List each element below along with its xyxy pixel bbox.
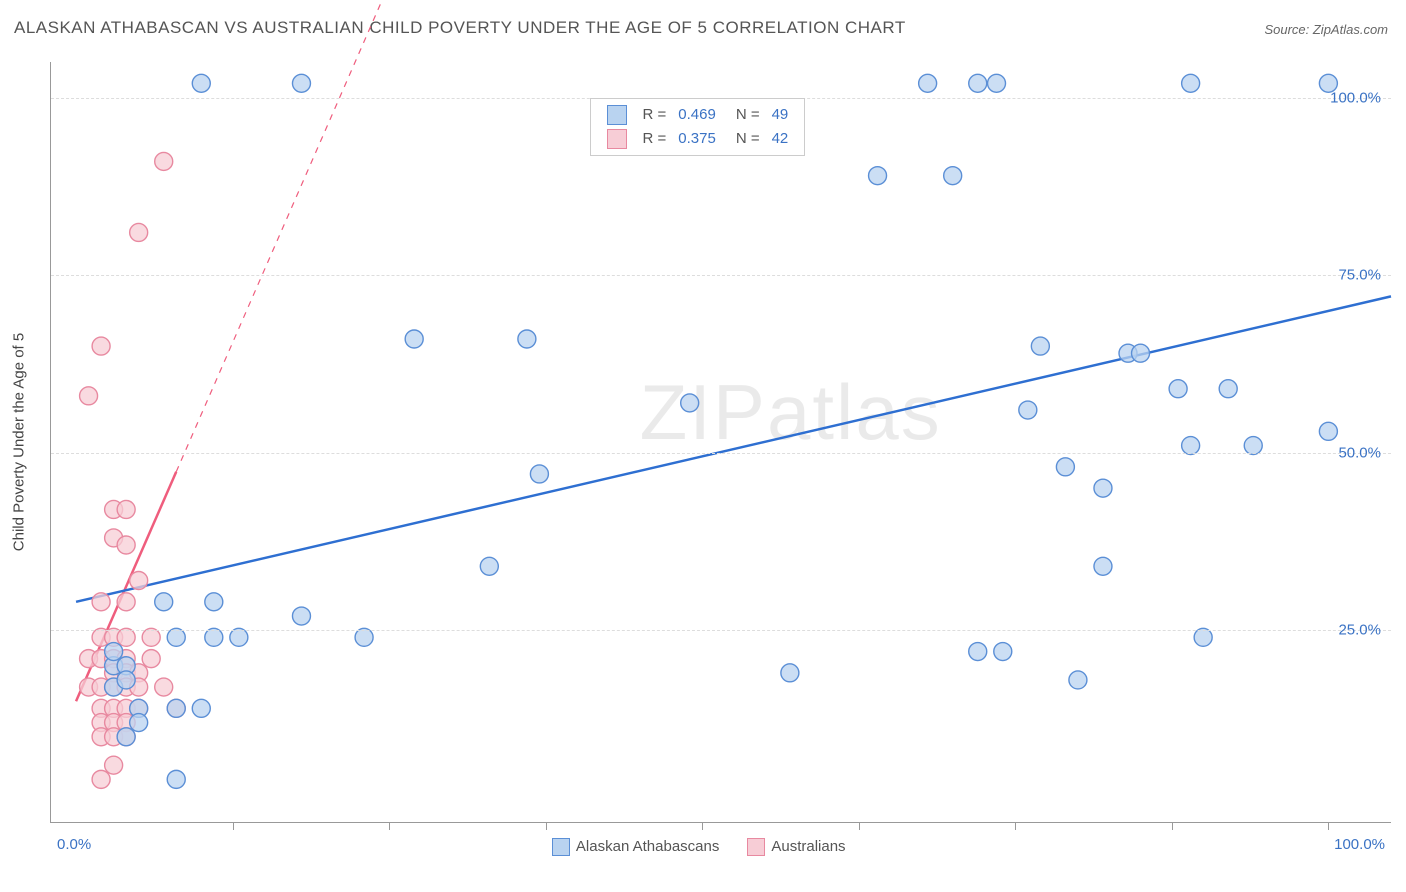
point-blue (1169, 380, 1187, 398)
legend-n-label: N = (722, 103, 766, 127)
point-blue (167, 699, 185, 717)
scatter-plot: Child Poverty Under the Age of 5 ZIPatla… (50, 62, 1391, 823)
y-tick-label: 50.0% (1338, 444, 1381, 461)
point-blue (969, 643, 987, 661)
point-blue (1019, 401, 1037, 419)
regression-line-dashed (176, 0, 401, 472)
legend-series: Alaskan Athabascans Australians (552, 838, 874, 856)
x-tick (1172, 822, 1173, 830)
x-tick (389, 822, 390, 830)
legend-item: Australians (747, 838, 845, 855)
x-tick (1328, 822, 1329, 830)
legend-stats: R =0.469N =49 R =0.375N =42 (590, 98, 806, 156)
point-blue (155, 593, 173, 611)
point-blue (205, 593, 223, 611)
point-blue (480, 557, 498, 575)
x-max-label: 100.0% (1334, 836, 1385, 853)
legend-swatch (552, 838, 570, 856)
point-pink (155, 152, 173, 170)
x-tick (233, 822, 234, 830)
point-blue (530, 465, 548, 483)
x-tick (702, 822, 703, 830)
point-blue (405, 330, 423, 348)
point-pink (92, 593, 110, 611)
point-blue (1056, 458, 1074, 476)
point-blue (1031, 337, 1049, 355)
point-pink (105, 756, 123, 774)
source-label: Source: ZipAtlas.com (1264, 22, 1388, 37)
legend-n-value: 42 (766, 127, 795, 151)
legend-swatch (607, 105, 627, 125)
point-blue (130, 714, 148, 732)
point-blue (781, 664, 799, 682)
legend-item: Alaskan Athabascans (552, 838, 719, 855)
point-blue (681, 394, 699, 412)
legend-swatch (747, 838, 765, 856)
point-blue (1182, 74, 1200, 92)
point-pink (117, 593, 135, 611)
x-min-label: 0.0% (57, 836, 91, 853)
legend-r-value: 0.469 (672, 103, 722, 127)
gridline-h (51, 275, 1391, 276)
legend-n-value: 49 (766, 103, 795, 127)
point-blue (1319, 422, 1337, 440)
y-tick-label: 75.0% (1338, 267, 1381, 284)
point-blue (167, 770, 185, 788)
point-pink (155, 678, 173, 696)
point-pink (130, 223, 148, 241)
point-blue (117, 671, 135, 689)
legend-item-label: Australians (771, 838, 845, 855)
legend-r-label: R = (637, 103, 673, 127)
gridline-h (51, 453, 1391, 454)
point-blue (1219, 380, 1237, 398)
point-blue (192, 699, 210, 717)
plot-svg (51, 62, 1391, 822)
point-blue (518, 330, 536, 348)
point-blue (988, 74, 1006, 92)
point-blue (944, 167, 962, 185)
point-pink (130, 572, 148, 590)
point-blue (919, 74, 937, 92)
point-blue (292, 607, 310, 625)
point-blue (1069, 671, 1087, 689)
point-pink (80, 387, 98, 405)
y-axis-label: Child Poverty Under the Age of 5 (11, 333, 28, 551)
legend-r-label: R = (637, 127, 673, 151)
point-pink (92, 770, 110, 788)
point-pink (117, 536, 135, 554)
legend-n-label: N = (722, 127, 766, 151)
point-blue (1094, 479, 1112, 497)
point-blue (117, 728, 135, 746)
x-tick (1015, 822, 1016, 830)
point-pink (142, 650, 160, 668)
point-blue (994, 643, 1012, 661)
gridline-h (51, 630, 1391, 631)
legend-r-value: 0.375 (672, 127, 722, 151)
chart-title: ALASKAN ATHABASCAN VS AUSTRALIAN CHILD P… (14, 18, 906, 38)
legend-item-label: Alaskan Athabascans (576, 838, 719, 855)
point-blue (969, 74, 987, 92)
point-blue (192, 74, 210, 92)
point-blue (869, 167, 887, 185)
point-pink (92, 337, 110, 355)
x-tick (546, 822, 547, 830)
point-pink (117, 500, 135, 518)
x-tick (859, 822, 860, 830)
y-tick-label: 100.0% (1330, 89, 1381, 106)
legend-swatch (607, 129, 627, 149)
point-blue (1094, 557, 1112, 575)
point-blue (292, 74, 310, 92)
point-blue (1132, 344, 1150, 362)
y-tick-label: 25.0% (1338, 622, 1381, 639)
point-blue (105, 643, 123, 661)
